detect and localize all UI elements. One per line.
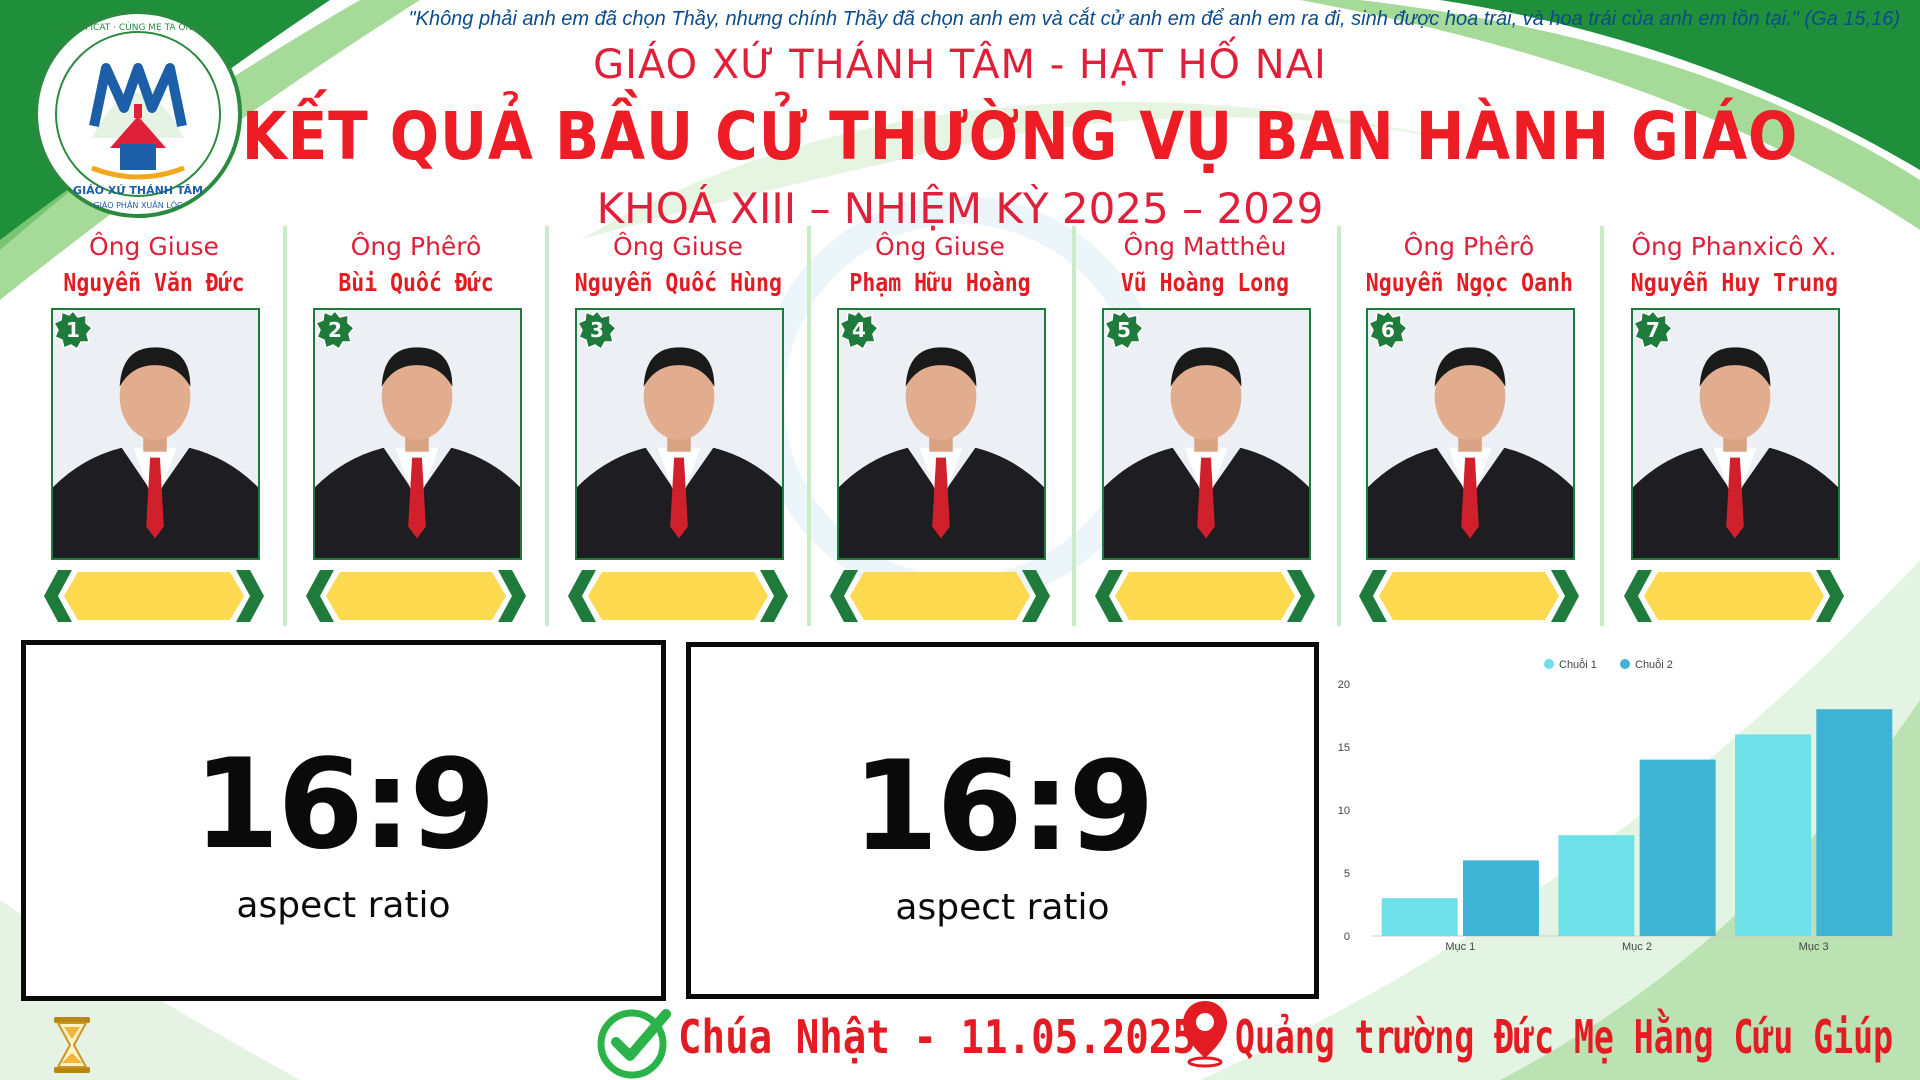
y-tick-label: 10 (1338, 805, 1350, 817)
candidate-card: Ông Matthêu Vũ Hoàng Long 5 (1085, 232, 1325, 627)
vote-bar-chart: 0 5 10 15 20 Mục 1 Mục 2 Mục 3 Chuỗi 1 Chuỗi 2 (1338, 658, 1902, 953)
candidate-number-badge (1633, 310, 1673, 350)
vote-count-ribbon (568, 570, 788, 622)
candidate-number-badge (53, 310, 93, 350)
candidate-photo (1631, 308, 1840, 560)
legend-label: Chuỗi 2 (1635, 658, 1673, 671)
vote-count-ribbon (830, 570, 1050, 622)
scripture-quote: "Không phải anh em đã chọn Thầy, nhưng c… (408, 8, 1901, 30)
candidate-card: Ông Giuse Nguyễn Văn Đức 1 (34, 232, 274, 627)
bar-1-1 (1381, 898, 1458, 936)
y-tick-label: 15 (1338, 742, 1350, 754)
y-tick-label: 5 (1344, 868, 1350, 880)
media-placeholder[interactable]: 16:9 aspect ratio (21, 640, 666, 1001)
candidate-name: Phạm Hữu Hoàng (849, 268, 1031, 297)
term-subtitle: KHOÁ XIII – NHIỆM KỲ 2025 – 2029 (596, 184, 1324, 233)
checkmark-icon (597, 1009, 671, 1079)
column-separator (283, 226, 287, 626)
legend-swatch (1620, 659, 1630, 669)
candidate-photo (1366, 308, 1575, 560)
candidate-card: Ông Phanxicô X. Nguyễn Huy Trung 7 (1614, 232, 1854, 627)
candidate-number: 1 (66, 318, 80, 342)
event-date: Chúa Nhật - 11.05.2025 (678, 1010, 1196, 1064)
parish-subtitle: GIÁO XỨ THÁNH TÂM - HẠT HỐ NAI (593, 42, 1327, 88)
hourglass-icon (54, 1017, 90, 1073)
candidate-name: Vũ Hoàng Long (1120, 268, 1290, 297)
bar-2-2 (1639, 759, 1716, 936)
candidate-number-badge (315, 310, 355, 350)
aspect-ratio-label: aspect ratio (236, 885, 451, 926)
y-tick-label: 20 (1338, 679, 1350, 691)
candidate-photo (1102, 308, 1311, 560)
column-separator (1600, 226, 1604, 626)
parish-logo: MAGNIFICAT · CÙNG MẸ TA ON CHÚA GIÁO XỨ … (34, 10, 242, 218)
column-separator (1337, 226, 1341, 626)
candidate-role: Ông Giuse (613, 232, 743, 261)
candidate-number: 5 (1117, 318, 1131, 342)
logo-diocese-text: GIÁO PHẬN XUÂN LỘC (93, 199, 183, 211)
candidate-role: Ông Matthêu (1123, 232, 1287, 261)
candidate-photo (313, 308, 522, 560)
vote-count-ribbon (44, 570, 264, 622)
candidate-photo (575, 308, 784, 560)
vote-count-ribbon (1359, 570, 1579, 622)
aspect-ratio-label: aspect ratio (895, 887, 1110, 928)
candidate-card: Ông Phêrô Nguyễn Ngọc Oanh 6 (1349, 232, 1589, 627)
candidate-number: 3 (590, 318, 604, 342)
candidate-number: 6 (1381, 318, 1395, 342)
candidate-card: Ông Giuse Nguyễn Quốc Hùng 3 (558, 232, 798, 627)
candidate-number: 2 (328, 318, 342, 342)
candidate-number-badge (577, 310, 617, 350)
legend-swatch (1544, 659, 1554, 669)
vote-count-ribbon (1095, 570, 1315, 622)
candidate-name: Nguyễn Ngọc Oanh (1365, 268, 1573, 297)
candidate-number-badge (839, 310, 879, 350)
legend-label: Chuỗi 1 (1559, 658, 1597, 671)
candidate-role: Ông Phanxicô X. (1631, 232, 1837, 261)
column-separator (1072, 226, 1076, 626)
bar-1-2 (1558, 835, 1635, 936)
candidate-card: Ông Phêrô Bùi Quốc Đức 2 (296, 232, 536, 627)
candidate-number: 7 (1646, 318, 1660, 342)
candidate-number-badge (1104, 310, 1144, 350)
location-pin-icon (1183, 1001, 1227, 1068)
logo-parish-text: GIÁO XỨ THÁNH TÂM (73, 184, 203, 197)
logo-ring-text: MAGNIFICAT · CÙNG MẸ TA ON CHÚA (55, 21, 222, 33)
candidate-photo (51, 308, 260, 560)
candidate-role: Ông Giuse (875, 232, 1005, 261)
candidate-role: Ông Giuse (89, 232, 219, 261)
candidate-role: Ông Phêrô (1403, 232, 1535, 261)
column-separator (545, 226, 549, 626)
candidate-name: Nguyễn Quốc Hùng (574, 268, 782, 297)
x-tick-label: Mục 2 (1622, 941, 1652, 953)
candidate-name: Nguyễn Huy Trung (1630, 268, 1838, 297)
candidate-number: 4 (852, 318, 866, 342)
candidate-number-badge (1368, 310, 1408, 350)
vote-count-ribbon (306, 570, 526, 622)
candidate-photo (837, 308, 1046, 560)
x-tick-label: Mục 1 (1445, 941, 1475, 953)
media-placeholder[interactable]: 16:9 aspect ratio (686, 642, 1319, 999)
aspect-ratio-value: 16:9 (193, 733, 495, 877)
bar-2-3 (1816, 709, 1893, 936)
vote-count-ribbon (1624, 570, 1844, 622)
x-tick-label: Mục 3 (1799, 941, 1829, 953)
bar-2-1 (1462, 860, 1539, 936)
event-location: Quảng trường Đức Mẹ Hằng Cứu Giúp (1235, 1010, 1894, 1064)
candidate-card: Ông Giuse Phạm Hữu Hoàng 4 (820, 232, 1060, 627)
page-title: KẾT QUẢ BẦU CỬ THƯỜNG VỤ BAN HÀNH GIÁO (241, 98, 1799, 175)
candidate-name: Bùi Quốc Đức (338, 268, 494, 297)
candidate-role: Ông Phêrô (350, 232, 482, 261)
bar-1-3 (1735, 734, 1812, 936)
aspect-ratio-value: 16:9 (852, 735, 1154, 879)
y-tick-label: 0 (1344, 931, 1350, 943)
candidate-name: Nguyễn Văn Đức (63, 268, 245, 297)
column-separator (807, 226, 811, 626)
